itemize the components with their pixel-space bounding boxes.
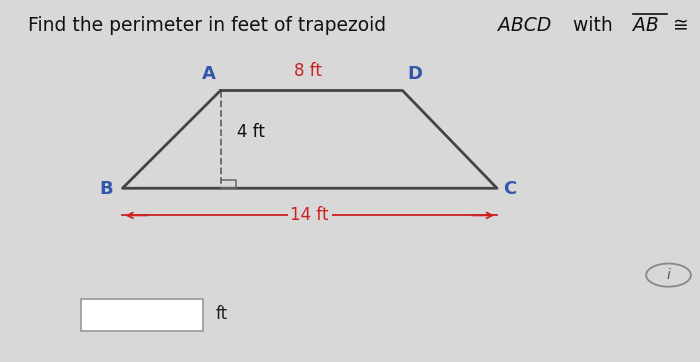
Text: i: i: [666, 268, 671, 282]
Text: C: C: [503, 180, 516, 198]
Text: D: D: [407, 65, 422, 83]
Text: Find the perimeter in feet of trapezoid: Find the perimeter in feet of trapezoid: [28, 16, 392, 35]
Text: 14 ft: 14 ft: [290, 206, 329, 224]
Text: 8 ft: 8 ft: [294, 62, 322, 80]
Text: B: B: [99, 180, 113, 198]
Bar: [80, 299, 203, 331]
Text: A: A: [202, 65, 216, 83]
Text: ft: ft: [216, 305, 228, 323]
Text: AB: AB: [634, 16, 659, 35]
Text: 4 ft: 4 ft: [237, 123, 265, 141]
Text: ABCD: ABCD: [498, 16, 551, 35]
Text: ≅: ≅: [666, 16, 694, 35]
Text: with: with: [567, 16, 619, 35]
